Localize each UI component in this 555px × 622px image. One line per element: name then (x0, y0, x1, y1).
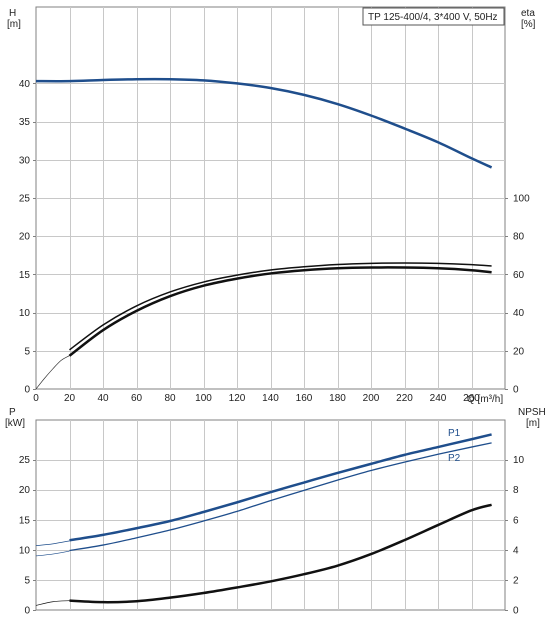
x-tick-label: 180 (329, 393, 346, 404)
y-right-tick-label: 8 (513, 485, 519, 496)
y-left-tick-label: 35 (19, 117, 31, 128)
y-right-tick-label: 60 (513, 270, 525, 281)
x-tick-label: 80 (164, 393, 176, 404)
y-right-tick-label: 0 (513, 385, 519, 396)
series-label-p2: P2 (448, 453, 461, 464)
y-left-unit-top: [m] (7, 19, 21, 30)
x-tick-label: 160 (296, 393, 313, 404)
y-right-unit-top: [%] (521, 19, 536, 30)
y-left-tick-label: 15 (19, 515, 31, 526)
series-top (35, 77, 493, 390)
series-line-npsh-ext (35, 600, 70, 606)
ticks-bottom: 0 5 10 15 20 25 0 2 4 6 8 10 (19, 455, 525, 616)
y-left-tick-label: 20 (19, 485, 31, 496)
grid-top (36, 7, 505, 389)
head-efficiency-chart: TP 125-400/4, 3*400 V, 50Hz H [m] eta [%… (7, 6, 536, 405)
series-line-p1-ext (35, 540, 70, 547)
y-left-label-top: H (9, 8, 16, 19)
y-left-tick-label: 20 (19, 232, 31, 243)
series-bottom (35, 433, 492, 606)
ticks-top: 0 5 10 15 20 25 30 35 40 0 20 40 60 80 100 0 20 40 60 80 100… (19, 79, 530, 404)
y-left-tick-label: 15 (19, 270, 31, 281)
y-right-tick-label: 80 (513, 232, 525, 243)
x-tick-label: 200 (363, 393, 380, 404)
y-right-unit-bottom: [m] (526, 418, 540, 429)
y-left-tick-label: 10 (19, 308, 31, 319)
x-tick-label: 0 (33, 393, 39, 404)
series-line-eta-lower (68, 266, 492, 357)
y-right-tick-label: 6 (513, 515, 519, 526)
x-axis-label: Q [m³/h] (467, 394, 503, 405)
x-tick-label: 40 (97, 393, 109, 404)
series-line-h (35, 77, 493, 169)
title-box (362, 7, 505, 26)
y-left-unit-bottom: [kW] (5, 418, 25, 429)
plot-frame-bottom (35, 419, 506, 611)
series-line-p2 (69, 442, 492, 552)
series-line-p2-ext (35, 550, 70, 557)
y-right-tick-label: 4 (513, 545, 519, 556)
x-tick-label: 220 (396, 393, 413, 404)
y-right-label-top: eta (521, 8, 535, 19)
series-line-p1 (69, 433, 492, 542)
series-line-npsh (69, 503, 492, 604)
y-left-tick-label: 25 (19, 194, 31, 205)
x-tick-label: 240 (430, 393, 447, 404)
x-tick-label: 260 (463, 393, 480, 404)
y-left-tick-label: 5 (24, 346, 30, 357)
y-right-tick-label: 10 (513, 455, 525, 466)
power-npsh-chart: P [kW] NPSH [m] 0 5 10 15 20 25 0 2 4 6 8 10 P1 P2 (5, 407, 546, 617)
y-right-tick-label: 20 (513, 346, 525, 357)
series-line-eta-thin-extension (35, 355, 70, 390)
y-left-label-bottom: P (9, 407, 16, 418)
x-tick-label: 20 (64, 393, 76, 404)
series-label-p1: P1 (448, 428, 461, 439)
x-tick-label: 100 (195, 393, 212, 404)
y-right-tick-label: 100 (513, 194, 530, 205)
y-right-tick-label: 2 (513, 575, 519, 586)
y-right-tick-label: 0 (513, 606, 519, 617)
chart-title: TP 125-400/4, 3*400 V, 50Hz (368, 12, 498, 23)
x-tick-label: 60 (131, 393, 143, 404)
y-left-tick-label: 40 (19, 79, 31, 90)
x-tick-label: 140 (262, 393, 279, 404)
series-line-eta-upper (69, 262, 492, 351)
y-left-tick-label: 10 (19, 545, 31, 556)
y-right-label-bottom: NPSH (518, 407, 546, 418)
y-left-tick-label: 5 (24, 575, 30, 586)
x-tick-label: 120 (229, 393, 246, 404)
y-left-tick-label: 30 (19, 155, 31, 166)
y-right-tick-label: 40 (513, 308, 525, 319)
y-left-tick-label: 0 (24, 385, 30, 396)
y-left-tick-label: 25 (19, 455, 31, 466)
y-left-tick-label: 0 (24, 606, 30, 617)
